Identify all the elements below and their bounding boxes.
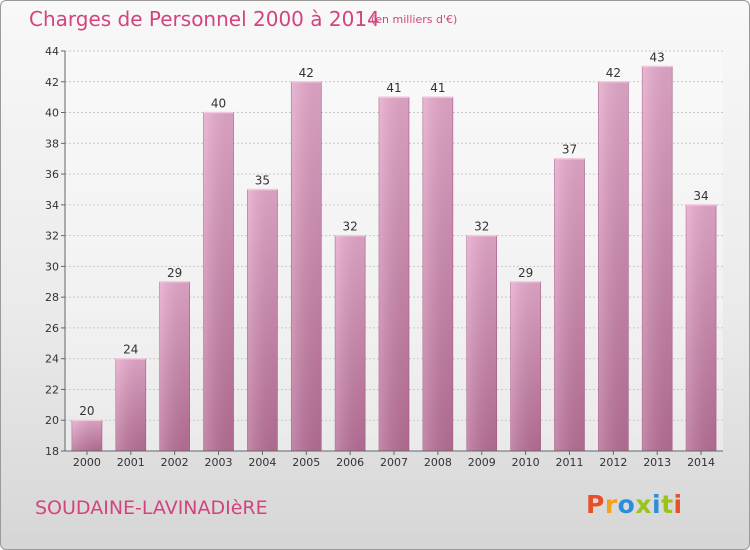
value-label-2011: 37 xyxy=(562,143,577,157)
y-tick-label: 32 xyxy=(45,230,59,243)
x-tick-label-2003: 2003 xyxy=(205,456,233,469)
bar-shade-2003 xyxy=(203,112,234,452)
x-tick-label-2007: 2007 xyxy=(380,456,408,469)
x-tick-label-2014: 2014 xyxy=(687,456,715,469)
value-label-2013: 43 xyxy=(650,50,665,64)
y-tick-label: 44 xyxy=(45,45,59,58)
x-tick-label-2006: 2006 xyxy=(336,456,364,469)
y-tick-label: 36 xyxy=(45,168,59,181)
x-tick-label-2001: 2001 xyxy=(117,456,145,469)
bar-shade-2008 xyxy=(422,97,453,452)
y-tick-label: 24 xyxy=(45,353,59,366)
bar-shade-2012 xyxy=(598,81,629,452)
chart-subtitle: (en milliers d'€) xyxy=(371,13,458,26)
logo-letter: r xyxy=(604,490,618,519)
logo-letter: x xyxy=(635,490,652,519)
proxiti-logo: Proxiti xyxy=(586,490,683,519)
bar-shade-2002 xyxy=(159,281,190,451)
value-label-2010: 29 xyxy=(518,266,533,280)
y-tick-label: 40 xyxy=(45,107,59,120)
value-label-2003: 40 xyxy=(211,97,226,111)
value-label-2000: 20 xyxy=(79,404,94,418)
logo-letter: t xyxy=(661,490,674,519)
value-label-2001: 24 xyxy=(123,343,138,357)
logo-letter: i xyxy=(652,490,662,519)
y-tick-label: 26 xyxy=(45,322,59,335)
bar-shade-2013 xyxy=(642,66,673,451)
value-label-2006: 32 xyxy=(342,220,357,234)
bar-shade-2009 xyxy=(466,235,497,451)
value-label-2009: 32 xyxy=(474,220,489,234)
x-tick-label-2005: 2005 xyxy=(292,456,320,469)
value-label-2004: 35 xyxy=(255,173,270,187)
x-tick-label-2000: 2000 xyxy=(73,456,101,469)
logo-letter: P xyxy=(586,490,605,519)
bar-shade-2000 xyxy=(71,420,102,451)
x-tick-label-2012: 2012 xyxy=(599,456,627,469)
x-tick-label-2009: 2009 xyxy=(468,456,496,469)
y-tick-label: 34 xyxy=(45,199,59,212)
town-name: SOUDAINE-LAVINADIèRE xyxy=(35,497,268,519)
logo-letter: i xyxy=(673,490,683,519)
y-tick-label: 30 xyxy=(45,260,59,273)
x-tick-label-2010: 2010 xyxy=(512,456,540,469)
y-tick-label: 22 xyxy=(45,383,59,396)
bar-shade-2004 xyxy=(247,189,278,451)
value-label-2014: 34 xyxy=(693,189,708,203)
y-tick-label: 28 xyxy=(45,291,59,304)
bar-shade-2011 xyxy=(554,158,585,451)
x-tick-label-2002: 2002 xyxy=(161,456,189,469)
y-tick-label: 20 xyxy=(45,414,59,427)
value-label-2005: 42 xyxy=(299,66,314,80)
bar-shade-2007 xyxy=(379,97,409,452)
logo-letter: o xyxy=(617,490,636,519)
bar-chart: 18 20 22 24 26 28 30 32 34 36 38 40 42 44 2000 2001 2002… xyxy=(45,45,723,469)
y-tick-label: 42 xyxy=(45,76,59,89)
bar-shade-2005 xyxy=(291,81,322,452)
y-tick-label: 38 xyxy=(45,137,59,150)
bar-shade-2006 xyxy=(335,235,366,451)
x-tick-label-2013: 2013 xyxy=(643,456,671,469)
bar-shade-2014 xyxy=(686,204,717,451)
value-label-2007: 41 xyxy=(386,81,401,95)
chart-title: Charges de Personnel 2000 à 2014 xyxy=(29,7,380,31)
bar-shade-2001 xyxy=(115,358,146,451)
x-tick-label-2004: 2004 xyxy=(248,456,276,469)
value-label-2002: 29 xyxy=(167,266,182,280)
y-tick-label: 18 xyxy=(45,445,59,458)
value-label-2012: 42 xyxy=(606,66,621,80)
x-tick-label-2011: 2011 xyxy=(555,456,583,469)
x-tick-label-2008: 2008 xyxy=(424,456,452,469)
value-label-2008: 41 xyxy=(430,81,445,95)
bar-shade-2010 xyxy=(510,281,541,451)
